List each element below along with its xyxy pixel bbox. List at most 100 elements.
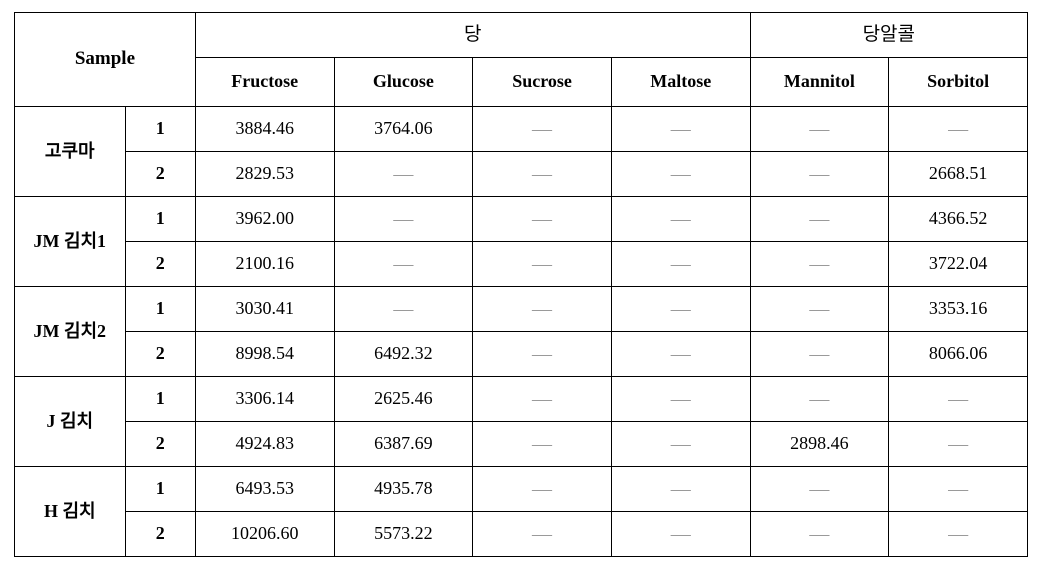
cell-maltose: —: [611, 287, 750, 332]
empty-marker: —: [671, 298, 691, 320]
cell-fructose: 3306.14: [195, 377, 334, 422]
empty-marker: —: [948, 433, 968, 455]
cell-sorbitol: 2668.51: [889, 152, 1028, 197]
cell-maltose: —: [611, 512, 750, 557]
replicate-number: 1: [125, 377, 195, 422]
cell-mannitol: —: [750, 107, 889, 152]
table-row: JM 김치213030.41————3353.16: [15, 287, 1028, 332]
cell-fructose: 3884.46: [195, 107, 334, 152]
empty-marker: —: [532, 433, 552, 455]
cell-maltose: —: [611, 107, 750, 152]
cell-fructose: 3962.00: [195, 197, 334, 242]
empty-marker: —: [532, 118, 552, 140]
cell-maltose: —: [611, 377, 750, 422]
col-sucrose: Sucrose: [473, 58, 612, 107]
cell-fructose: 2829.53: [195, 152, 334, 197]
cell-glucose: 3764.06: [334, 107, 473, 152]
empty-marker: —: [809, 388, 829, 410]
empty-marker: —: [393, 298, 413, 320]
table-row: 22829.53 — — — — 2668.51: [15, 152, 1028, 197]
cell-glucose: 2625.46: [334, 377, 473, 422]
sample-name: 고쿠마: [15, 107, 126, 197]
replicate-number: 2: [125, 242, 195, 287]
cell-fructose: 4924.83: [195, 422, 334, 467]
cell-glucose: —: [334, 197, 473, 242]
cell-sorbitol: 4366.52: [889, 197, 1028, 242]
empty-marker: —: [671, 253, 691, 275]
col-group-alcohol: 당알콜: [750, 13, 1027, 58]
empty-marker: —: [671, 118, 691, 140]
table-row: 210206.605573.22————: [15, 512, 1028, 557]
empty-marker: —: [671, 208, 691, 230]
cell-sucrose: —: [473, 377, 612, 422]
cell-maltose: —: [611, 242, 750, 287]
empty-marker: —: [948, 523, 968, 545]
data-table: Sample 당 당알콜 Fructose Glucose Sucrose Ma…: [14, 12, 1028, 557]
replicate-number: 1: [125, 467, 195, 512]
empty-marker: —: [809, 523, 829, 545]
cell-sorbitol: —: [889, 422, 1028, 467]
empty-marker: —: [532, 298, 552, 320]
cell-maltose: —: [611, 332, 750, 377]
replicate-number: 2: [125, 422, 195, 467]
cell-maltose: —: [611, 422, 750, 467]
sample-name: H 김치: [15, 467, 126, 557]
col-sorbitol: Sorbitol: [889, 58, 1028, 107]
cell-fructose: 8998.54: [195, 332, 334, 377]
empty-marker: —: [948, 478, 968, 500]
table-row: JM 김치113962.00————4366.52: [15, 197, 1028, 242]
cell-sorbitol: —: [889, 512, 1028, 557]
cell-sucrose: —: [473, 287, 612, 332]
cell-sucrose: —: [473, 107, 612, 152]
cell-sucrose: —: [473, 197, 612, 242]
empty-marker: —: [809, 118, 829, 140]
empty-marker: —: [532, 208, 552, 230]
empty-marker: —: [809, 253, 829, 275]
empty-marker: —: [671, 343, 691, 365]
empty-marker: —: [671, 478, 691, 500]
table-body: 고쿠마13884.463764.06————22829.53————2668.5…: [15, 107, 1028, 557]
cell-mannitol: —: [750, 512, 889, 557]
empty-marker: —: [809, 208, 829, 230]
cell-glucose: 5573.22: [334, 512, 473, 557]
cell-mannitol: —: [750, 332, 889, 377]
col-maltose: Maltose: [611, 58, 750, 107]
table-row: J 김치13306.142625.46————: [15, 377, 1028, 422]
replicate-number: 2: [125, 332, 195, 377]
table-row: H 김치16493.534935.78————: [15, 467, 1028, 512]
cell-sucrose: —: [473, 152, 612, 197]
table-header: Sample 당 당알콜 Fructose Glucose Sucrose Ma…: [15, 13, 1028, 107]
empty-marker: —: [532, 478, 552, 500]
cell-glucose: 4935.78: [334, 467, 473, 512]
replicate-number: 1: [125, 107, 195, 152]
empty-marker: —: [393, 208, 413, 230]
empty-marker: —: [809, 163, 829, 185]
empty-marker: —: [393, 163, 413, 185]
cell-sorbitol: —: [889, 377, 1028, 422]
table-row: 22100.16————3722.04: [15, 242, 1028, 287]
cell-glucose: —: [334, 242, 473, 287]
table-row: 28998.546492.32———8066.06: [15, 332, 1028, 377]
cell-fructose: 10206.60: [195, 512, 334, 557]
cell-sorbitol: 3353.16: [889, 287, 1028, 332]
sample-name: JM 김치2: [15, 287, 126, 377]
empty-marker: —: [809, 343, 829, 365]
replicate-number: 2: [125, 152, 195, 197]
col-mannitol: Mannitol: [750, 58, 889, 107]
empty-marker: —: [532, 523, 552, 545]
table-row: 24924.836387.69——2898.46—: [15, 422, 1028, 467]
cell-glucose: 6492.32: [334, 332, 473, 377]
cell-glucose: —: [334, 287, 473, 332]
col-fructose: Fructose: [195, 58, 334, 107]
cell-sucrose: —: [473, 332, 612, 377]
empty-marker: —: [532, 163, 552, 185]
empty-marker: —: [948, 118, 968, 140]
cell-mannitol: —: [750, 467, 889, 512]
cell-glucose: 6387.69: [334, 422, 473, 467]
empty-marker: —: [532, 343, 552, 365]
cell-maltose: —: [611, 152, 750, 197]
cell-sorbitol: —: [889, 107, 1028, 152]
col-glucose: Glucose: [334, 58, 473, 107]
cell-sorbitol: 3722.04: [889, 242, 1028, 287]
sample-name: JM 김치1: [15, 197, 126, 287]
